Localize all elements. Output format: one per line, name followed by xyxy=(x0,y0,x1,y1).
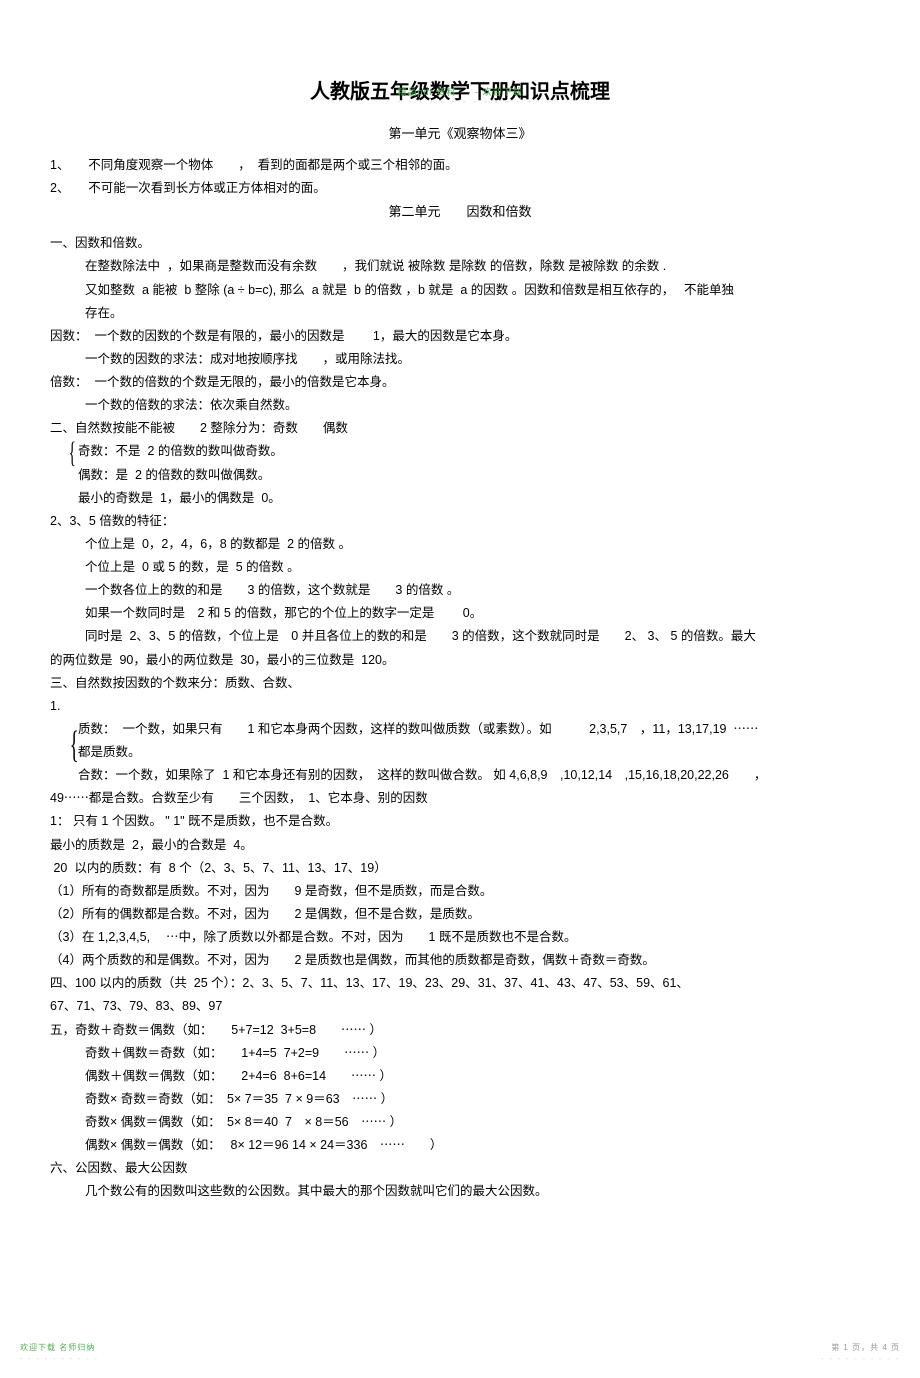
text-line: 四、100 以内的质数（共 25 个）：2、3、5、7、11、13、17、19、… xyxy=(50,972,870,995)
text-line: 1、 不同角度观察一个物体 ， 看到的面都是两个或三个相邻的面。 xyxy=(50,154,870,177)
text-line: 1： 只有 1 个因数。 " 1" 既不是质数，也不是合数。 xyxy=(50,810,870,833)
header-dots: - - - - - - - - - - - - - - xyxy=(386,97,533,106)
text-line: 在整数除法中 ，如果商是整数而没有余数 ，我们就说 被除数 是除数 的倍数，除数… xyxy=(50,255,870,278)
text-line: （3）在 1,2,3,4,5, ⋯中，除了质数以外都是合数。不对，因为 1 既不… xyxy=(50,926,870,949)
text-line: 如果一个数同时是 2 和 5 的倍数，那它的个位上的数字一定是 0。 xyxy=(50,602,870,625)
unit2-title: 第二单元 因数和倍数 xyxy=(50,200,870,224)
text-line: 奇数× 奇数＝奇数（如： 5× 7＝35 7 × 9＝63 ⋯⋯ ） xyxy=(50,1088,870,1111)
text-line: 二、自然数按能不能被 2 整除分为：奇数 偶数 xyxy=(50,417,870,440)
unit1-title: 第一单元《观察物体三》 xyxy=(50,122,870,146)
footer-right: 第 1 页，共 4 页 xyxy=(831,1342,900,1353)
text-line: 一个数的因数的求法：成对地按顺序找 ，或用除法找。 xyxy=(50,348,870,371)
brace-icon: { xyxy=(70,726,79,764)
text-line: （1）所有的奇数都是质数。不对，因为 9 是奇数，但不是质数，而是合数。 xyxy=(50,880,870,903)
text-line: 存在。 xyxy=(50,302,870,325)
text-line: 合数：一个数，如果除了 1 和它本身还有别的因数， 这样的数叫做合数。 如 4,… xyxy=(50,764,870,787)
text-line: 偶数：是 2 的倍数的数叫做偶数。 xyxy=(50,464,870,487)
text-line: 一个数的倍数的求法：依次乘自然数。 xyxy=(50,394,870,417)
text-line: 49⋯⋯都是合数。合数至少有 三个因数， 1、它本身、别的因数 xyxy=(50,787,870,810)
text-line: 几个数公有的因数叫这些数的公因数。其中最大的那个因数就叫它们的最大公因数。 xyxy=(50,1180,870,1203)
text-line: 一、因数和倍数。 xyxy=(50,232,870,255)
text-line: 又如整数 a 能被 b 整除 (a ÷ b=c), 那么 a 就是 b 的倍数 … xyxy=(50,279,870,302)
text-line: 都是质数。 xyxy=(50,741,870,764)
text-line: 最小的质数是 2，最小的合数是 4。 xyxy=(50,834,870,857)
text-line: 20 以内的质数：有 8 个（2、3、5、7、11、13、17、19） xyxy=(50,857,870,880)
text-line: （2）所有的偶数都是合数。不对，因为 2 是偶数，但不是合数，是质数。 xyxy=(50,903,870,926)
text-line: 个位上是 0 或 5 的数，是 5 的倍数 。 xyxy=(50,556,870,579)
text-line: 的两位数是 90，最小的两位数是 30，最小的三位数是 120。 xyxy=(50,649,870,672)
text-line: 奇数＋偶数＝奇数（如： 1+4=5 7+2=9 ⋯⋯ ） xyxy=(50,1042,870,1065)
text-line: 2、 不可能一次看到长方体或正方体相对的面。 xyxy=(50,177,870,200)
text-line: 奇数：不是 2 的倍数的数叫做奇数。 xyxy=(50,440,870,463)
text-line: 六、公因数、最大公因数 xyxy=(50,1157,870,1180)
text-line: 偶数× 偶数＝偶数（如： 8× 12＝96 14 × 24＝336 ⋯⋯ ） xyxy=(50,1134,870,1157)
text-line: 倍数： 一个数的倍数的个数是无限的，最小的倍数是它本身。 xyxy=(50,371,870,394)
text-line: 同时是 2、3、5 的倍数，个位上是 0 并且各位上的数的和是 3 的倍数，这个… xyxy=(50,625,870,648)
text-line: 奇数× 偶数＝偶数（如： 5× 8＝40 7 × 8＝56 ⋯⋯ ） xyxy=(50,1111,870,1134)
text-line: 个位上是 0，2，4，6，8 的数都是 2 的倍数 。 xyxy=(50,533,870,556)
text-line: 67、71、73、79、83、89、97 xyxy=(50,995,870,1018)
text-line: 质数： 一个数，如果只有 1 和它本身两个因数，这样的数叫做质数（或素数）。如 … xyxy=(50,718,870,741)
brace-icon: { xyxy=(69,438,76,468)
footer-dots-right: - - - - - - - - - - xyxy=(821,1356,900,1363)
footer-left: 欢迎下载 名师归纳 xyxy=(20,1342,95,1353)
text-line: 因数： 一个数的因数的个数是有限的，最小的因数是 1，最大的因数是它本身。 xyxy=(50,325,870,348)
brace-group: { 奇数：不是 2 的倍数的数叫做奇数。 偶数：是 2 的倍数的数叫做偶数。 xyxy=(50,440,870,486)
text-line: 五，奇数＋奇数＝偶数（如： 5+7=12 3+5=8 ⋯⋯ ） xyxy=(50,1019,870,1042)
text-line: 最小的奇数是 1，最小的偶数是 0。 xyxy=(50,487,870,510)
text-line: 三、自然数按因数的个数来分：质数、合数、 xyxy=(50,672,870,695)
document-content: 第一单元《观察物体三》 1、 不同角度观察一个物体 ， 看到的面都是两个或三个相… xyxy=(50,122,870,1204)
footer-dots-left: - - - - - - - - - - xyxy=(20,1356,99,1363)
text-line: 2、3、5 倍数的特征： xyxy=(50,510,870,533)
brace-group: { 质数： 一个数，如果只有 1 和它本身两个因数，这样的数叫做质数（或素数）。… xyxy=(50,718,870,787)
text-line: （4）两个质数的和是偶数。不对，因为 2 是质数也是偶数，而其他的质数都是奇数，… xyxy=(50,949,870,972)
text-line: 偶数＋偶数＝偶数（如： 2+4=6 8+6=14 ⋯⋯ ） xyxy=(50,1065,870,1088)
text-line: 一个数各位上的数的和是 3 的倍数，这个数就是 3 的倍数 。 xyxy=(50,579,870,602)
text-line: 1. xyxy=(50,695,870,718)
